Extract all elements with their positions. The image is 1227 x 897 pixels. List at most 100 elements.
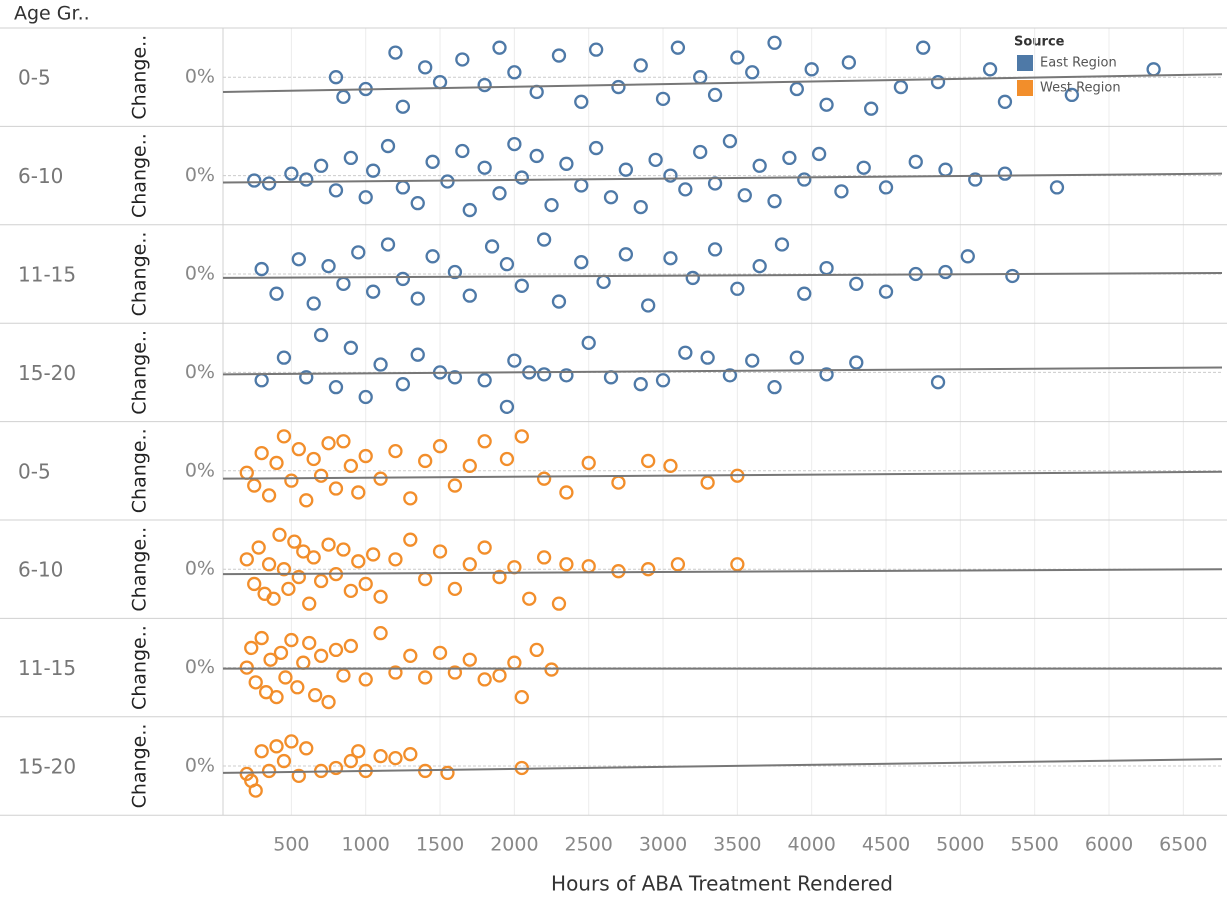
point (982, 62, 998, 77)
point (269, 455, 284, 471)
point (302, 596, 317, 611)
point (254, 744, 269, 759)
point (670, 557, 686, 572)
point (536, 232, 552, 247)
point (278, 670, 293, 685)
point (707, 87, 723, 103)
point (296, 544, 311, 559)
point (276, 753, 292, 769)
point (306, 296, 321, 311)
y-axis-title: Change.. (129, 133, 151, 218)
point (447, 665, 463, 680)
point (261, 488, 277, 503)
point (477, 160, 492, 175)
point (938, 162, 953, 177)
point (291, 569, 306, 585)
point (678, 345, 693, 360)
point (365, 163, 381, 178)
point (551, 294, 567, 309)
x-tick-label: 500 (273, 834, 309, 856)
point (462, 288, 477, 303)
point (239, 552, 254, 567)
y-tick-label: 0% (185, 263, 215, 285)
point (306, 451, 321, 467)
point (351, 744, 366, 759)
y-axis-title: Change.. (129, 527, 151, 612)
x-tick-label: 6500 (1159, 834, 1207, 856)
point (248, 675, 263, 690)
row-label: 6-10 (18, 558, 63, 582)
point (484, 239, 500, 254)
point (388, 750, 403, 766)
point (551, 596, 567, 611)
point (336, 276, 351, 291)
point (722, 368, 738, 383)
point (730, 50, 745, 65)
point (507, 65, 522, 80)
point (551, 48, 567, 63)
point (514, 278, 529, 293)
point (254, 373, 269, 388)
point (507, 136, 522, 152)
point (365, 547, 381, 562)
point (782, 150, 797, 166)
point (477, 77, 492, 93)
point (774, 237, 790, 252)
point (477, 540, 492, 555)
point (641, 453, 656, 469)
x-tick-label: 2000 (490, 834, 538, 856)
trend-line (222, 568, 1223, 576)
y-axis-title: Change.. (129, 625, 151, 710)
point (477, 373, 492, 388)
point (313, 468, 329, 483)
y-tick-label: 0% (185, 66, 215, 88)
point (529, 642, 544, 658)
point (403, 491, 418, 506)
point (261, 763, 277, 779)
point (559, 485, 574, 500)
y-tick-label: 0% (185, 164, 215, 186)
point (745, 353, 760, 368)
point (804, 62, 819, 77)
x-tick-label: 4500 (862, 834, 910, 856)
x-tick-label: 1500 (416, 834, 464, 856)
point (247, 478, 262, 493)
point (343, 583, 358, 598)
point (655, 91, 671, 106)
point (336, 434, 351, 449)
point (263, 652, 278, 667)
point (328, 183, 344, 198)
y-axis-title: Change.. (129, 35, 151, 120)
row-label: 11-15 (18, 656, 76, 680)
point (373, 749, 388, 764)
legend-swatch (1017, 55, 1033, 71)
point (730, 281, 745, 296)
point (1005, 268, 1020, 284)
trend-line (222, 172, 1223, 184)
point (321, 694, 336, 710)
point (276, 350, 292, 365)
point (849, 355, 864, 370)
point (797, 172, 812, 187)
point (343, 638, 358, 654)
point (313, 327, 329, 343)
point (291, 768, 306, 783)
point (745, 65, 760, 80)
point (849, 276, 864, 291)
point (507, 353, 522, 368)
point (239, 465, 254, 480)
point (351, 485, 366, 500)
point (269, 739, 284, 754)
point (395, 180, 411, 195)
point (388, 45, 403, 60)
legend-label: West Region (1040, 81, 1121, 96)
point (313, 573, 329, 589)
point (707, 176, 723, 191)
point (266, 591, 281, 606)
x-axis-title: Hours of ABA Treatment Rendered (551, 872, 893, 896)
y-tick-label: 0% (185, 361, 215, 383)
point (544, 197, 559, 213)
point (440, 765, 455, 781)
point (410, 347, 425, 362)
point (641, 298, 656, 313)
